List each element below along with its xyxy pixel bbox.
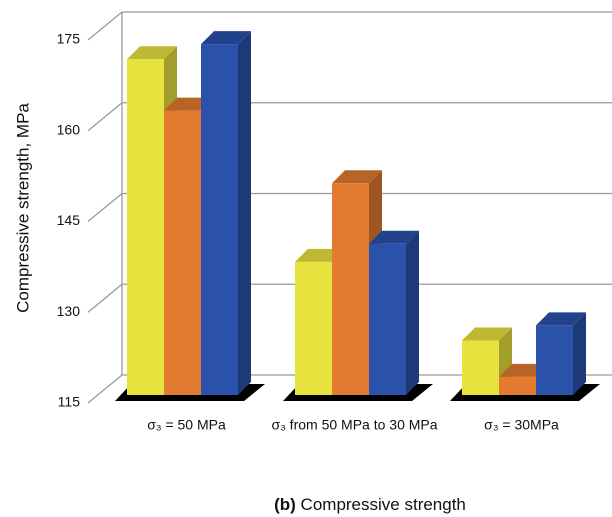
bar [164,110,201,396]
caption-text: Compressive strength [301,495,466,514]
y-tick-label: 145 [57,212,81,228]
x-tick-label: σ₃ from 50 MPa to 30 MPa [271,417,437,433]
grid-diagonal [87,102,123,132]
bar-side [573,312,586,395]
bar [536,325,573,395]
caption: (b) Compressive strength [274,495,466,514]
bar [499,376,536,395]
bar-side [406,230,419,395]
bar [332,183,369,395]
y-tick-label: 160 [57,121,81,137]
bar-top [536,312,586,326]
bar [201,44,238,395]
bar [127,59,164,395]
caption-label: (b) [274,495,296,514]
grid-diagonal [87,283,123,313]
bar-side [238,31,251,395]
y-axis-label: Compressive strength, MPa [13,103,32,313]
y-tick-label: 175 [57,31,81,47]
grid-diagonal [87,11,123,41]
bar-top [369,230,419,244]
grid-diagonal [87,374,123,404]
bar [462,340,499,395]
y-tick-label: 130 [57,303,81,319]
grid-diagonal [87,192,123,223]
bar-top [332,170,382,184]
x-tick-label: σ₃ = 30MPa [484,417,559,433]
bar [295,261,332,395]
bar-top [462,327,512,341]
bar [369,243,406,395]
x-tick-label: σ₃ = 50 MPa [147,417,226,433]
bar-top [127,46,177,60]
bar-top [201,31,251,45]
y-tick-label: 115 [58,394,81,410]
